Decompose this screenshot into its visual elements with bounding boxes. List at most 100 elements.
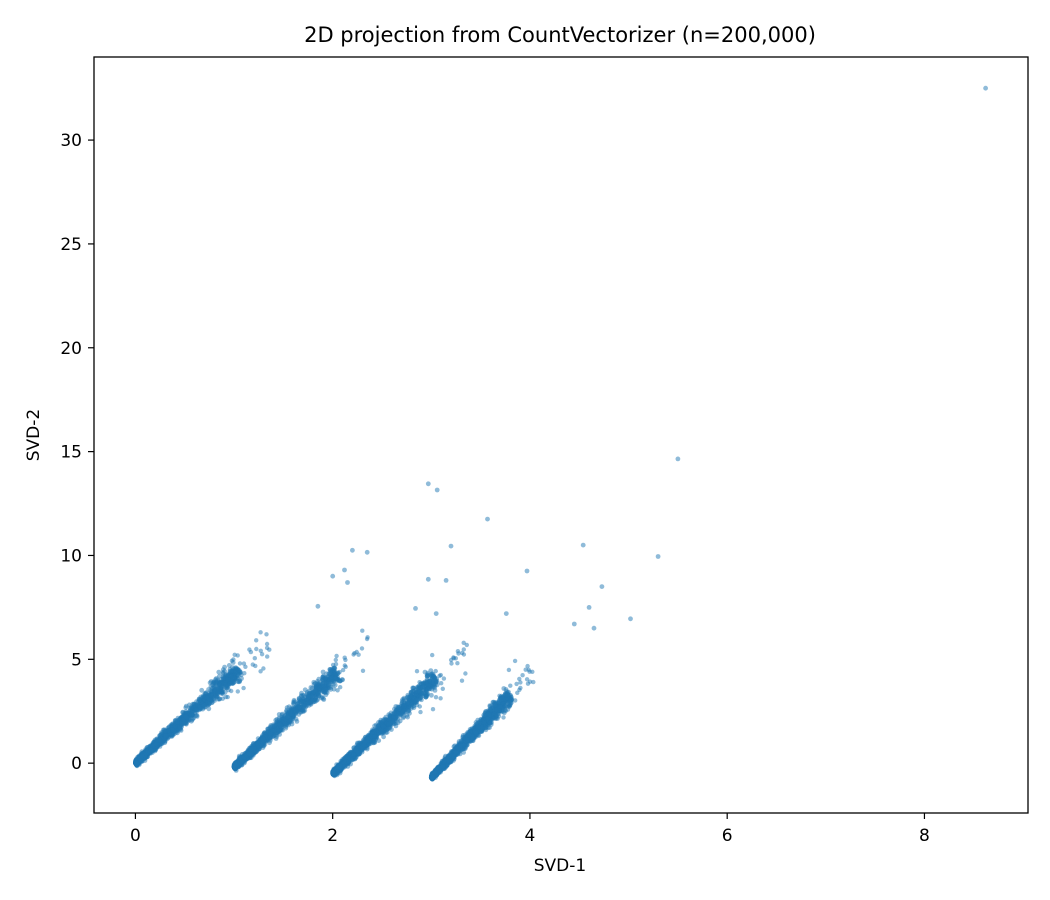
data-point [335, 764, 340, 770]
data-point [430, 652, 435, 658]
data-point [328, 687, 334, 692]
data-point [220, 691, 225, 696]
data-point [220, 696, 225, 701]
chart-title: 2D projection from CountVectorizer (n=20… [304, 23, 816, 47]
data-point [284, 705, 290, 711]
data-point [316, 692, 322, 698]
data-point [134, 761, 140, 766]
data-point [201, 702, 207, 708]
data-point [326, 671, 331, 676]
data-point [288, 709, 294, 715]
data-point [163, 733, 169, 739]
data-point [246, 751, 252, 757]
data-point [329, 675, 334, 680]
data-point [277, 722, 282, 727]
data-point [196, 705, 202, 711]
data-point [259, 652, 265, 657]
data-point [405, 700, 411, 706]
data-point [258, 669, 263, 674]
data-point [241, 685, 246, 691]
points-layer [133, 85, 988, 782]
data-point [264, 641, 270, 647]
data-point [274, 734, 279, 739]
data-point [401, 708, 407, 714]
data-point [189, 712, 195, 718]
data-point [417, 704, 422, 709]
data-point [330, 769, 336, 775]
data-point [438, 696, 443, 701]
data-point [422, 679, 428, 685]
data-point [417, 697, 423, 702]
data-point [247, 647, 252, 652]
data-point [260, 736, 266, 741]
data-point [170, 727, 176, 733]
data-point [421, 684, 427, 689]
data-point [417, 680, 422, 685]
data-point [153, 741, 159, 747]
data-point [216, 697, 221, 702]
data-point [139, 753, 145, 759]
data-point [459, 678, 465, 683]
data-point [384, 729, 390, 735]
data-point [296, 696, 302, 702]
data-point [225, 694, 230, 700]
data-point [330, 679, 335, 685]
data-point [352, 651, 357, 656]
data-point [291, 699, 296, 705]
data-point [361, 742, 367, 748]
data-point [285, 714, 290, 720]
data-point [330, 662, 336, 668]
data-point [195, 699, 201, 705]
data-point [380, 724, 386, 730]
data-point [418, 709, 423, 715]
data-point [372, 734, 377, 739]
data-point [333, 671, 338, 676]
data-point [229, 688, 234, 694]
data-point [231, 675, 237, 680]
data-point [356, 652, 361, 657]
data-point [162, 740, 168, 746]
data-point [267, 731, 273, 737]
data-point [386, 721, 392, 727]
data-point [265, 654, 270, 659]
data-point [264, 632, 269, 637]
data-point [429, 692, 434, 698]
data-point [351, 752, 357, 757]
data-point [254, 646, 259, 652]
data-point [235, 689, 240, 694]
data-point [331, 666, 336, 671]
data-point [463, 671, 468, 676]
data-point [297, 704, 302, 710]
data-point [241, 661, 247, 666]
data-point [376, 738, 382, 743]
data-point [353, 748, 359, 753]
data-point [163, 729, 168, 734]
data-point [298, 709, 304, 714]
data-point [154, 737, 160, 743]
data-point [379, 731, 384, 736]
data-point [395, 720, 401, 726]
data-point [392, 710, 397, 716]
data-point [233, 762, 239, 768]
data-point [320, 682, 325, 688]
data-point [183, 703, 189, 709]
data-point [323, 676, 328, 682]
data-point [222, 664, 228, 670]
data-point [208, 693, 214, 699]
data-point [306, 688, 312, 694]
data-point [441, 676, 447, 681]
data-point [216, 669, 222, 675]
data-point [455, 649, 461, 654]
data-point [204, 695, 210, 701]
data-point [232, 652, 237, 657]
data-point [355, 741, 361, 747]
data-point [451, 656, 456, 661]
data-point [429, 671, 434, 677]
data-point [423, 694, 428, 700]
data-point [342, 663, 347, 668]
data-point [333, 657, 338, 663]
data-point [264, 645, 270, 651]
data-point [424, 688, 429, 694]
data-point [334, 653, 339, 659]
